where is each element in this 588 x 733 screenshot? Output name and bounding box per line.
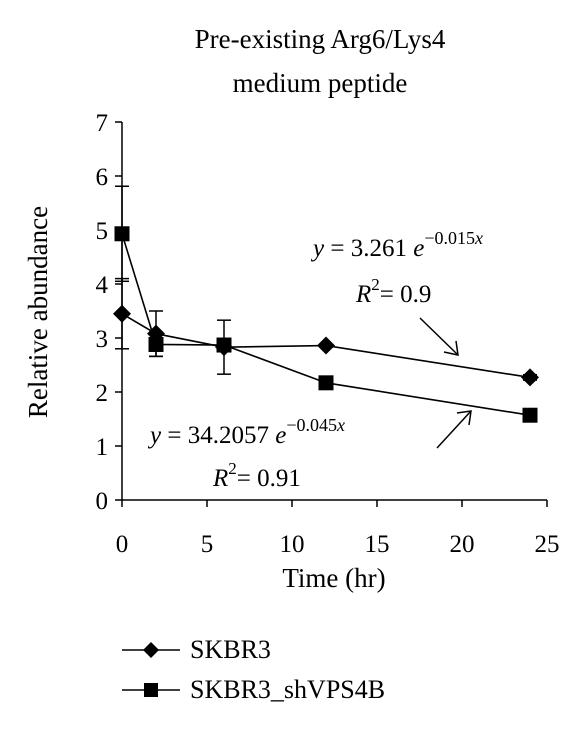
data-point-skbr3	[113, 304, 131, 323]
fit-equation-shvps4b: y = 34.2057 e−0.045x	[147, 415, 345, 449]
y-axis-label: Relative abundance	[23, 206, 53, 418]
eq2-exponent: −0.045	[286, 415, 337, 435]
eq2-coefficient: 34.2057	[188, 422, 269, 449]
data-point-skbr3	[521, 368, 539, 387]
eq2-base: e	[275, 422, 286, 449]
r-squared-shvps4b: R2= 0.91	[212, 459, 301, 492]
y-tick-label: 6	[96, 164, 109, 191]
r2-superscript: 2	[228, 459, 237, 478]
legend-item-skbr3: SKBR3	[120, 630, 385, 670]
r-squared-skbr3: R2= 0.9	[355, 275, 431, 308]
arrow-skbr3-head	[443, 340, 459, 356]
legend-label-skbr3: SKBR3	[190, 635, 271, 664]
x-tick-label: 15	[365, 531, 390, 558]
axis-ticks: 0 1 2 3 4 5 6 7 0 5 10 15 20 25	[96, 110, 560, 558]
y-tick-label: 5	[96, 218, 109, 245]
eq2-exponent-var: x	[336, 415, 345, 435]
y-tick-label: 7	[96, 110, 109, 137]
data-point-shvps4b	[522, 407, 538, 423]
y-tick-label: 1	[96, 434, 109, 461]
legend-item-shvps4b: SKBR3_shVPS4B	[120, 670, 385, 710]
x-tick-label: 0	[116, 531, 129, 558]
chart: Pre-existing Arg6/Lys4 medium peptide 0 1…	[23, 24, 560, 593]
eq2-equals: =	[167, 422, 181, 449]
legend-label-shvps4b: SKBR3_shVPS4B	[190, 675, 386, 704]
eq1-exponent: −0.015	[424, 228, 475, 248]
x-tick-label: 25	[535, 531, 560, 558]
y-tick-label: 2	[96, 380, 109, 407]
arrow-shvps4b-head	[456, 410, 472, 426]
r2-equals: =	[237, 465, 251, 492]
fit-annotations: y = 3.261 e−0.015x R2= 0.9 y = 34.2057 e…	[147, 228, 483, 492]
r2-symbol: R	[212, 465, 228, 492]
data-point-shvps4b	[318, 375, 334, 391]
data-point-shvps4b	[114, 226, 130, 242]
r1-symbol: R	[355, 281, 371, 308]
x-tick-label: 20	[450, 531, 475, 558]
x-tick-label: 5	[201, 531, 214, 558]
data-markers	[113, 226, 539, 423]
r2-value: 0.91	[257, 465, 301, 492]
eq1-exponent-var: x	[474, 228, 483, 248]
chart-title-line2: medium peptide	[233, 68, 408, 98]
eq1-coefficient: 3.261	[351, 235, 407, 262]
legend-diamond-icon	[122, 642, 180, 658]
y-tick-label: 3	[96, 326, 109, 353]
data-point-shvps4b	[216, 337, 232, 353]
legend: SKBR3 SKBR3_shVPS4B	[120, 630, 385, 710]
r1-value: 0.9	[400, 281, 431, 308]
x-tick-label: 10	[280, 531, 305, 558]
eq1-equals: =	[330, 235, 344, 262]
r1-superscript: 2	[371, 275, 380, 294]
eq1-y-symbol: y	[310, 235, 325, 262]
eq1-base: e	[413, 235, 424, 262]
r1-equals: =	[380, 281, 394, 308]
y-tick-label: 4	[96, 272, 109, 299]
eq2-y-symbol: y	[147, 422, 162, 449]
chart-title-line1: Pre-existing Arg6/Lys4	[195, 24, 446, 54]
x-axis-label: Time (hr)	[282, 563, 385, 593]
legend-square-icon	[122, 683, 180, 697]
y-tick-label: 0	[96, 488, 109, 515]
arrow-skbr3-shaft	[419, 317, 459, 356]
data-point-skbr3	[317, 336, 335, 355]
arrow-shvps4b-shaft	[436, 410, 472, 449]
data-point-shvps4b	[148, 336, 164, 352]
chart-title: Pre-existing Arg6/Lys4 medium peptide	[195, 24, 446, 98]
fit-equation-skbr3: y = 3.261 e−0.015x	[310, 228, 483, 262]
